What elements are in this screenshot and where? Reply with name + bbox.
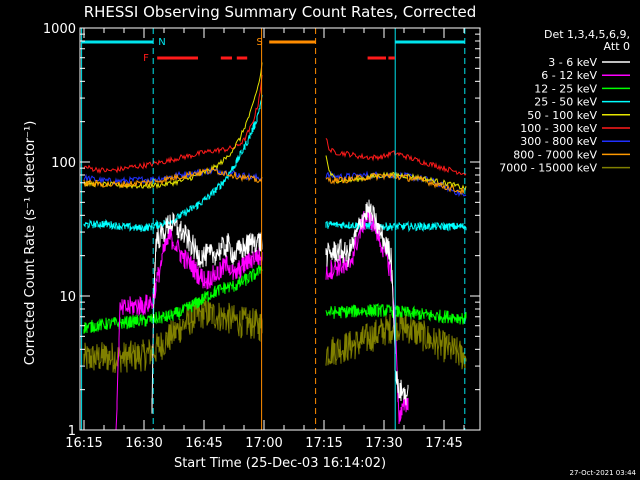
- legend-label: 100 - 300 keV: [520, 122, 597, 135]
- x-axis-label: Start Time (25-Dec-03 16:14:02): [174, 456, 386, 471]
- x-tick-label: 16:30: [125, 436, 162, 451]
- series-line: [151, 211, 263, 414]
- y-tick-label: 1: [68, 424, 76, 439]
- series-line: [83, 166, 263, 185]
- plot-frame: [79, 27, 481, 431]
- legend-title: Det 1,3,4,5,6,9,: [544, 28, 630, 41]
- series-layer: [83, 62, 467, 431]
- series-line: [325, 311, 467, 370]
- x-tick-label: 16:15: [65, 436, 102, 451]
- y-axis-label: Corrected Count Rate (s⁻¹ detector⁻¹): [23, 121, 38, 366]
- flag-label: N: [158, 37, 165, 48]
- series-line: [83, 167, 263, 189]
- series-line: [83, 298, 263, 374]
- x-tick-label: 17:00: [245, 436, 282, 451]
- axes-layer: 1 10 100 1000 16:15 16:30 16:45 17:00 17:15 17:30…: [43, 22, 481, 451]
- legend-label: 12 - 25 keV: [534, 82, 597, 95]
- legend-label: 300 - 800 keV: [520, 135, 597, 148]
- series-line: [83, 74, 263, 175]
- footer-timestamp: 27-Oct-2021 03:44: [570, 469, 637, 477]
- series-line: [325, 219, 467, 233]
- legend-label: 50 - 100 keV: [527, 109, 597, 122]
- flag-label: S: [256, 37, 262, 48]
- x-tick-label: 17:45: [425, 436, 462, 451]
- flag-label: F: [143, 53, 149, 64]
- series-line: [115, 228, 263, 431]
- legend-label: 6 - 12 keV: [541, 69, 597, 82]
- chart-title: RHESSI Observing Summary Count Rates, Co…: [84, 3, 477, 21]
- series-line: [325, 138, 467, 176]
- series-line: [83, 264, 263, 334]
- x-tick-label: 17:15: [305, 436, 342, 451]
- y-tick-label: 1000: [43, 22, 76, 37]
- marker-layer: N S F: [81, 28, 466, 430]
- legend-label: 7000 - 15000 keV: [499, 162, 597, 175]
- y-tick-label: 10: [59, 290, 76, 305]
- series-line: [325, 199, 409, 406]
- legend-label: 25 - 50 keV: [534, 96, 597, 109]
- x-tick-label: 17:30: [365, 436, 402, 451]
- series-line: [325, 155, 467, 192]
- legend-label: 3 - 6 keV: [548, 56, 597, 69]
- series-line: [325, 302, 467, 325]
- legend-label: 800 - 7000 keV: [513, 148, 597, 161]
- x-tick-label: 16:45: [185, 436, 222, 451]
- y-tick-label: 100: [51, 156, 76, 171]
- series-line: [325, 172, 467, 196]
- legend-title: Att 0: [604, 40, 630, 53]
